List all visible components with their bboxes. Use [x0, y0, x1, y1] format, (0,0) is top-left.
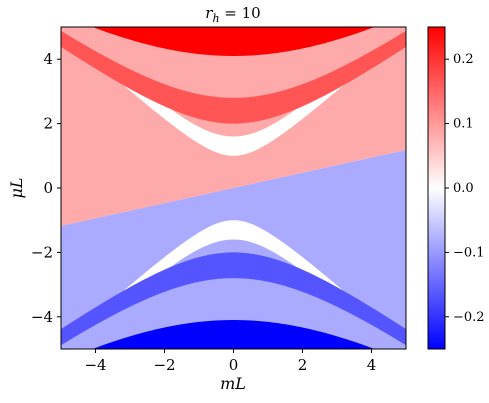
y-tick-label: 2: [43, 115, 53, 133]
colorbar-tick-label: 0.1: [453, 117, 474, 132]
colorbar-tick-label: 0.0: [453, 181, 474, 196]
y-axis-title: μL: [7, 177, 26, 198]
y-tick-label: −2: [31, 243, 53, 261]
x-axis-title: mL: [220, 374, 246, 393]
band-upper-light-red-2: [61, 27, 406, 98]
band-upper-bright-red: [92, 27, 375, 56]
band-lower-light-blue-2: [61, 278, 406, 349]
title-subscript: h: [212, 12, 219, 25]
colorbar: [427, 26, 446, 350]
x-tick-label: 0: [229, 356, 239, 374]
y-tick-label: 4: [43, 50, 53, 68]
colorbar-tick-label: −0.1: [453, 245, 485, 260]
colorbar-axis: 0.2 0.1 0.0 −0.1 −0.2: [445, 52, 485, 325]
x-axis: −4 −2 0 2 4: [84, 349, 376, 374]
x-tick-label: −4: [84, 356, 106, 374]
y-tick-label: 0: [43, 179, 53, 197]
chart-title: rh = 10: [205, 4, 260, 25]
plot-area: [61, 27, 406, 349]
x-tick-label: −2: [153, 356, 175, 374]
y-axis: −4 −2 0 2 4: [31, 50, 61, 326]
colorbar-tick-label: 0.2: [453, 52, 474, 67]
title-rest: = 10: [220, 4, 261, 22]
x-tick-label: 2: [298, 356, 308, 374]
x-tick-label: 4: [367, 356, 377, 374]
band-lower-bright-blue: [92, 320, 375, 349]
colorbar-tick-label: −0.2: [453, 310, 485, 325]
y-tick-label: −4: [31, 308, 53, 326]
title-main: r: [205, 4, 213, 22]
